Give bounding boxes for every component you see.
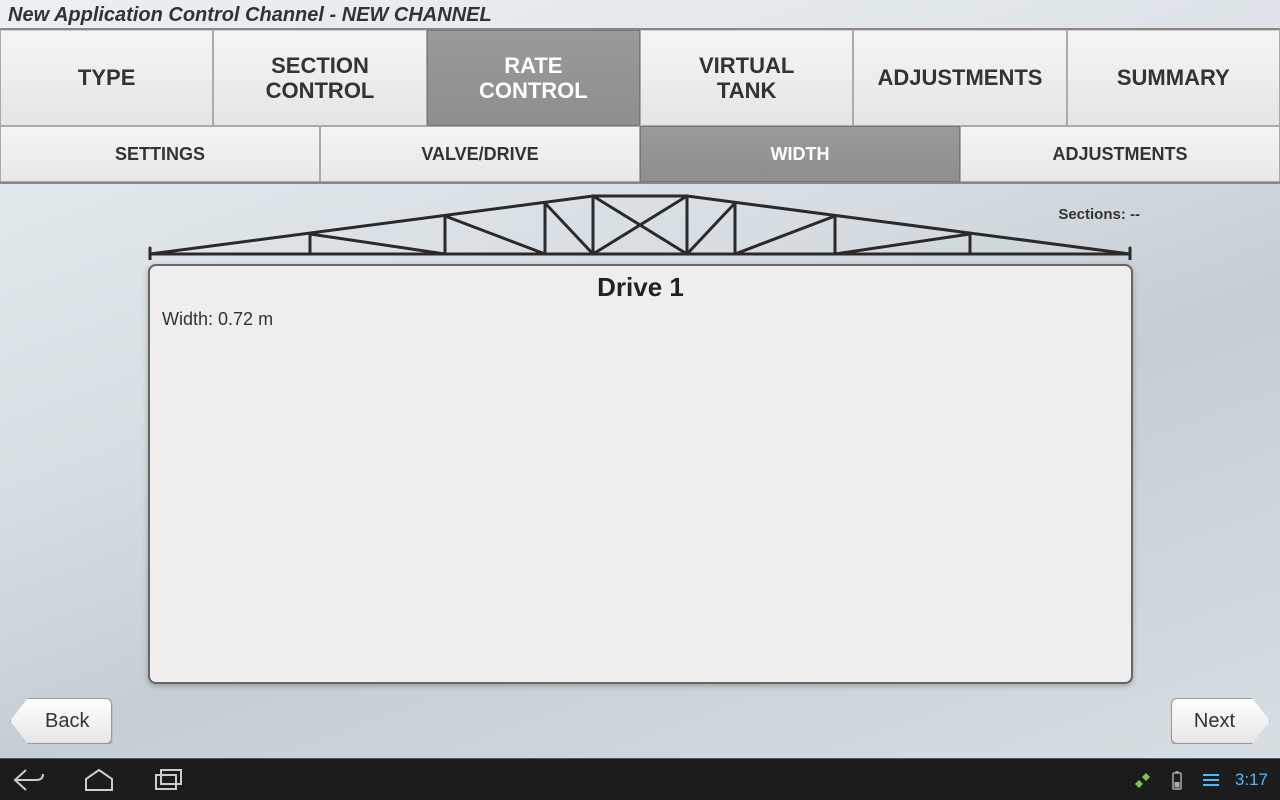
status-tray: 3:17 — [1133, 770, 1268, 790]
tab-adjustments[interactable]: ADJUSTMENTS — [853, 30, 1066, 126]
width-label: Width: — [162, 309, 213, 329]
status-clock: 3:17 — [1235, 770, 1268, 790]
width-value: 0.72 m — [218, 309, 273, 329]
subtab-valve-drive[interactable]: VALVE/DRIVE — [320, 126, 640, 182]
tab-rate-control[interactable]: RATE CONTROL — [427, 30, 640, 126]
battery-icon — [1167, 770, 1187, 790]
nav-home-icon[interactable] — [82, 767, 116, 793]
secondary-tab-row: SETTINGS VALVE/DRIVE WIDTH ADJUSTMENTS — [0, 126, 1280, 184]
drive-width-line: Width: 0.72 m — [162, 309, 1119, 330]
back-button[interactable]: Back — [10, 698, 112, 744]
primary-tab-row: TYPE SECTION CONTROL RATE CONTROL VIRTUA… — [0, 30, 1280, 126]
nav-recent-icon[interactable] — [152, 767, 186, 793]
content-area: Sections: -- — [0, 184, 1280, 758]
tab-section-control[interactable]: SECTION CONTROL — [213, 30, 426, 126]
drive-panel: Drive 1 Width: 0.72 m — [148, 264, 1133, 684]
nav-back-icon[interactable] — [12, 767, 46, 793]
menu-lines-icon — [1201, 770, 1221, 790]
window-title: New Application Control Channel - NEW CH… — [0, 0, 1280, 30]
android-navbar: 3:17 — [0, 758, 1280, 800]
tab-type[interactable]: TYPE — [0, 30, 213, 126]
subtab-settings[interactable]: SETTINGS — [0, 126, 320, 182]
subtab-width[interactable]: WIDTH — [640, 126, 960, 182]
drive-title: Drive 1 — [162, 272, 1119, 303]
satellite-icon — [1133, 770, 1153, 790]
tab-summary[interactable]: SUMMARY — [1067, 30, 1280, 126]
subtab-adjustments[interactable]: ADJUSTMENTS — [960, 126, 1280, 182]
boom-diagram — [145, 190, 1135, 260]
next-button[interactable]: Next — [1171, 698, 1270, 744]
tab-virtual-tank[interactable]: VIRTUAL TANK — [640, 30, 853, 126]
boom-truss-icon — [145, 190, 1135, 260]
